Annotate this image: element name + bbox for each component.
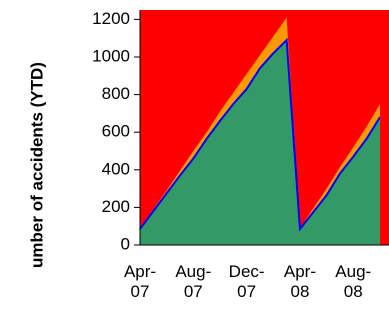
- x-tick-label: Aug-08: [335, 262, 372, 301]
- y-tick-label: 600: [102, 122, 130, 141]
- y-tick-label: 1200: [92, 9, 130, 28]
- x-tick-label: Aug-07: [175, 262, 212, 301]
- y-tick-label: 0: [121, 234, 130, 253]
- y-tick-label: 400: [102, 159, 130, 178]
- x-tick-label: Apr-07: [123, 262, 157, 301]
- area: [140, 40, 380, 245]
- x-tick-label: Apr-08: [283, 262, 317, 301]
- x-tick-label: Dec-07: [228, 262, 265, 301]
- line: [139, 37, 381, 232]
- y-axis-label: umber of accidents (YTD): [27, 62, 46, 268]
- y-tick-label: 1000: [92, 46, 130, 65]
- y-tick-label: 800: [102, 84, 130, 103]
- y-tick-label: 200: [102, 197, 130, 216]
